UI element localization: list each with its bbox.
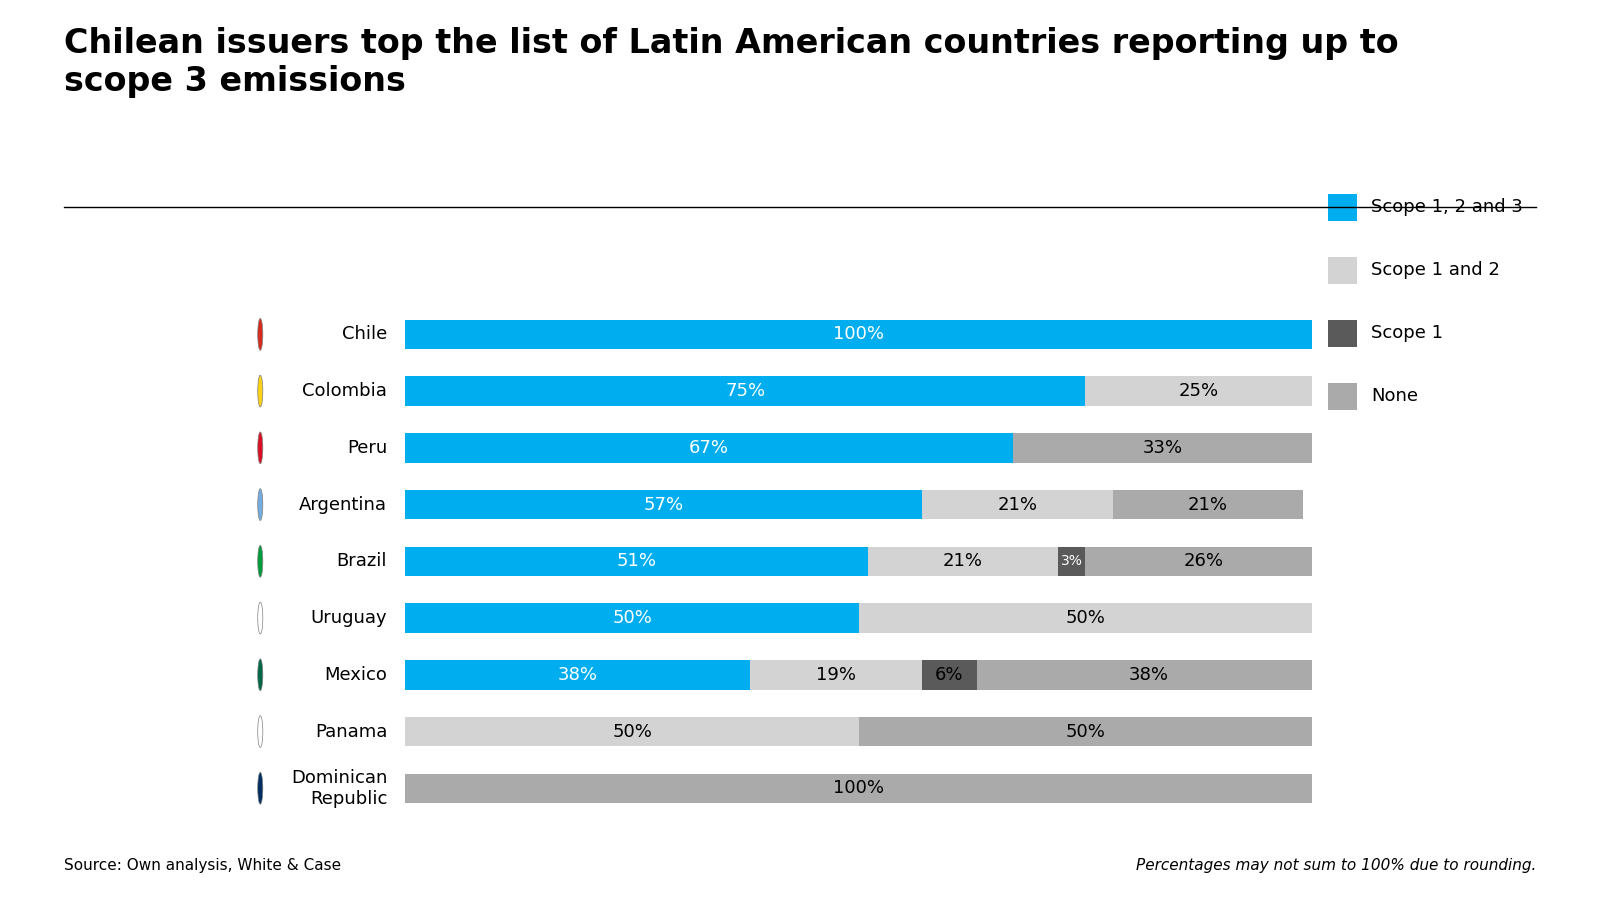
Text: 50%: 50% xyxy=(613,723,651,741)
Circle shape xyxy=(258,772,262,805)
Text: Source: Own analysis, White & Case: Source: Own analysis, White & Case xyxy=(64,858,341,873)
Text: Scope 1 and 2: Scope 1 and 2 xyxy=(1371,261,1501,279)
Text: Mexico: Mexico xyxy=(325,666,387,684)
Text: Brazil: Brazil xyxy=(336,553,387,571)
Text: 50%: 50% xyxy=(1066,723,1106,741)
Bar xyxy=(1112,490,1302,519)
Circle shape xyxy=(258,545,262,577)
Text: 50%: 50% xyxy=(613,609,651,627)
Text: 50%: 50% xyxy=(1066,609,1106,627)
Bar xyxy=(405,773,1312,803)
Bar xyxy=(405,546,867,576)
FancyBboxPatch shape xyxy=(1328,382,1357,410)
Text: 75%: 75% xyxy=(725,382,765,400)
Text: 25%: 25% xyxy=(1179,382,1219,400)
Bar xyxy=(867,546,1058,576)
Bar xyxy=(405,490,922,519)
FancyBboxPatch shape xyxy=(1328,256,1357,284)
Circle shape xyxy=(258,602,262,634)
Text: Uruguay: Uruguay xyxy=(310,609,387,627)
FancyBboxPatch shape xyxy=(1328,194,1357,220)
Text: Percentages may not sum to 100% due to rounding.: Percentages may not sum to 100% due to r… xyxy=(1136,858,1536,873)
Text: Colombia: Colombia xyxy=(302,382,387,400)
Bar xyxy=(405,716,859,746)
Bar xyxy=(1058,546,1085,576)
Text: Panama: Panama xyxy=(315,723,387,741)
Text: 6%: 6% xyxy=(934,666,963,684)
Text: Argentina: Argentina xyxy=(299,496,387,514)
Text: None: None xyxy=(1371,387,1418,405)
Text: 38%: 38% xyxy=(558,666,598,684)
Text: 100%: 100% xyxy=(834,779,885,797)
Bar xyxy=(405,320,1312,349)
Bar xyxy=(922,660,976,689)
Circle shape xyxy=(258,319,262,350)
Text: 21%: 21% xyxy=(997,496,1037,514)
Bar xyxy=(922,490,1112,519)
Bar xyxy=(750,660,922,689)
Text: Chile: Chile xyxy=(342,326,387,344)
Text: Dominican
Republic: Dominican Republic xyxy=(291,769,387,807)
Text: 19%: 19% xyxy=(816,666,856,684)
Text: Scope 1: Scope 1 xyxy=(1371,324,1443,342)
Bar xyxy=(1085,546,1322,576)
Text: 57%: 57% xyxy=(643,496,683,514)
Bar xyxy=(1013,433,1312,463)
Circle shape xyxy=(258,716,262,747)
Text: 100%: 100% xyxy=(834,326,885,344)
Bar xyxy=(405,433,1013,463)
Bar xyxy=(976,660,1322,689)
Text: 3%: 3% xyxy=(1061,554,1083,568)
Bar xyxy=(859,716,1312,746)
Text: Scope 1, 2 and 3: Scope 1, 2 and 3 xyxy=(1371,198,1523,216)
Text: Peru: Peru xyxy=(347,439,387,457)
Text: 21%: 21% xyxy=(1187,496,1227,514)
Text: 38%: 38% xyxy=(1130,666,1170,684)
Bar xyxy=(405,376,1085,406)
FancyBboxPatch shape xyxy=(1328,320,1357,346)
Bar xyxy=(405,603,859,633)
Text: 51%: 51% xyxy=(616,553,656,571)
Bar xyxy=(405,660,750,689)
Bar xyxy=(1085,376,1312,406)
Text: 33%: 33% xyxy=(1142,439,1182,457)
Bar xyxy=(859,603,1312,633)
Circle shape xyxy=(258,489,262,520)
Text: Chilean issuers top the list of Latin American countries reporting up to
scope 3: Chilean issuers top the list of Latin Am… xyxy=(64,27,1398,98)
Text: 21%: 21% xyxy=(942,553,982,571)
Text: 26%: 26% xyxy=(1184,553,1224,571)
Circle shape xyxy=(258,432,262,464)
Text: 67%: 67% xyxy=(690,439,730,457)
Circle shape xyxy=(258,375,262,407)
Circle shape xyxy=(258,659,262,690)
